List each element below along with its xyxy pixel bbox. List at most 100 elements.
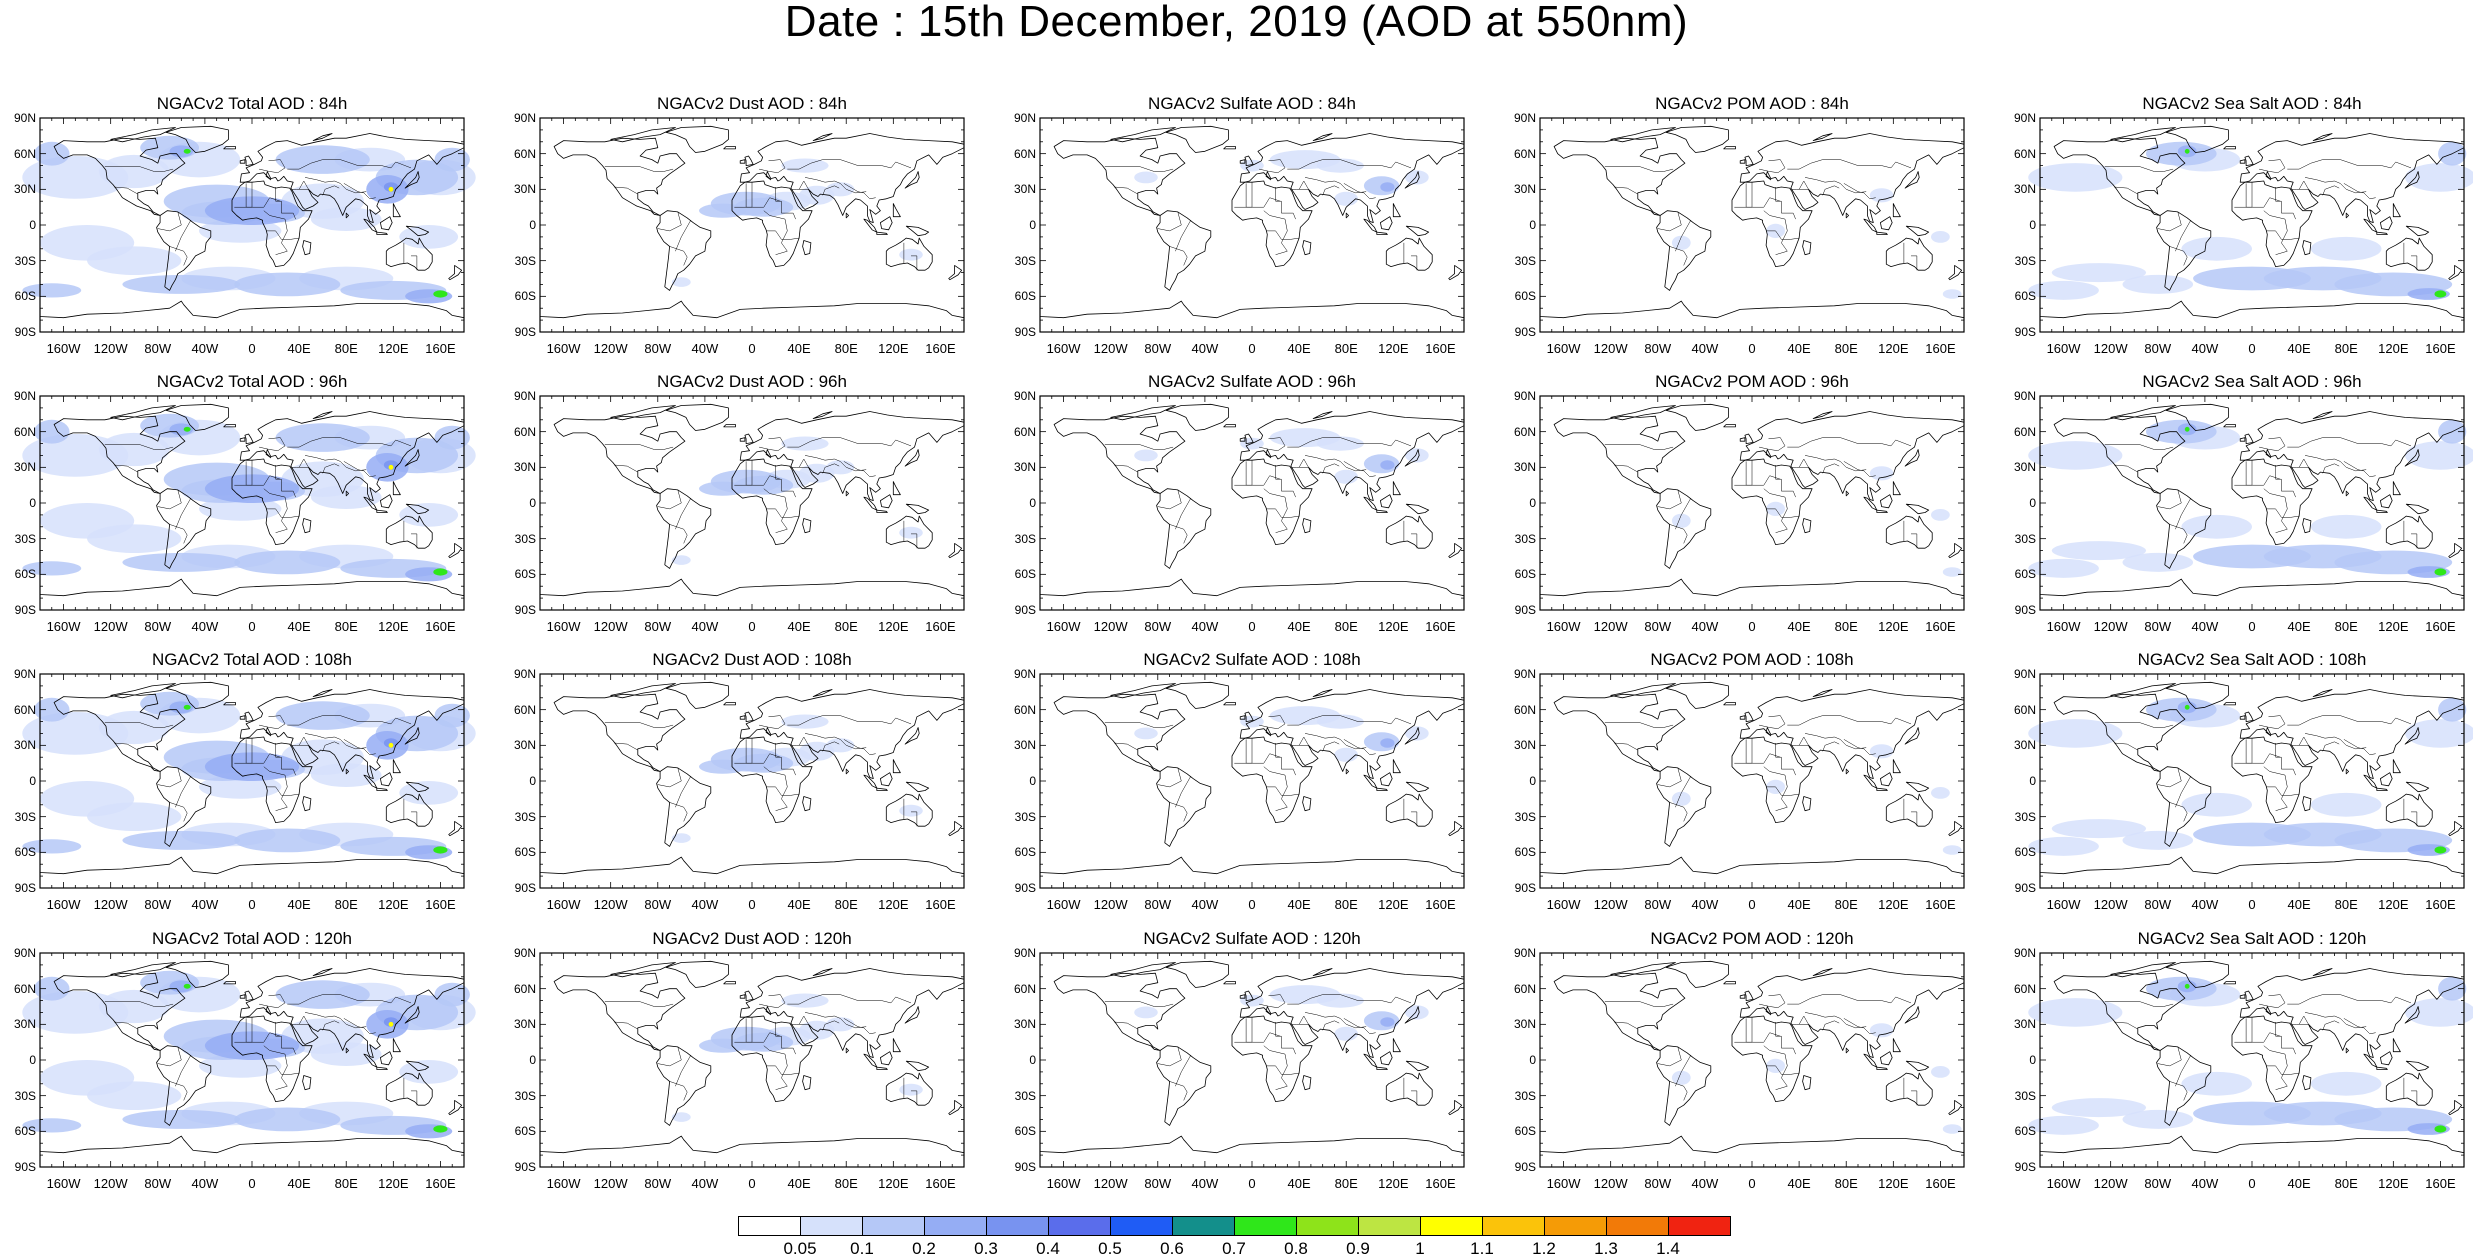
aod-plume: [1931, 1066, 1950, 1078]
country-borders: [1604, 994, 1918, 1106]
coastline: [553, 415, 686, 494]
lon-tick-label: 0: [748, 341, 756, 356]
country-border: [2263, 488, 2288, 533]
coastline: [1892, 759, 1901, 774]
lat-tick-label: 0: [1029, 496, 1036, 510]
coastline: [610, 962, 676, 978]
coastline: [1110, 962, 1176, 978]
aod-plume: [1931, 787, 1950, 799]
country-borders: [1104, 994, 1418, 1106]
coastline: [2363, 218, 2378, 233]
country-border: [1234, 460, 1253, 486]
country-border: [775, 465, 796, 498]
coastline: [1448, 1100, 1462, 1116]
lat-tick-label: 90N: [1513, 946, 1536, 960]
country-border: [1157, 1046, 1182, 1067]
aod-plume: [1334, 191, 1358, 206]
aod-plume: [1316, 714, 1364, 729]
lat-tick-label: 0: [1029, 1053, 1036, 1067]
aod-plume: [1380, 182, 1395, 192]
coastline: [53, 137, 186, 216]
country-border: [1175, 1055, 1192, 1087]
country-border: [1745, 461, 1781, 486]
coastline: [2244, 711, 2254, 722]
coastline: [1880, 494, 1893, 509]
lon-tick-label: 160W: [46, 897, 81, 912]
country-border: [2275, 187, 2296, 220]
coastline: [802, 1075, 812, 1091]
lat-tick-label: 90S: [514, 881, 536, 895]
aod-plume: [204, 474, 300, 503]
axis-ticks: [1039, 395, 1465, 611]
country-border: [2234, 1017, 2253, 1043]
coastline: [2165, 681, 2229, 709]
country-border: [2114, 464, 2138, 473]
lon-tick-label: 120W: [2093, 897, 2128, 912]
aod-plume: [204, 1031, 300, 1060]
coastline: [1665, 125, 1729, 153]
coastline: [1553, 137, 1686, 216]
country-border: [2245, 461, 2281, 486]
coastline: [1905, 503, 1930, 515]
country-border: [275, 187, 296, 220]
lat-tick-label: 0: [1029, 774, 1036, 788]
country-border: [1322, 1020, 1340, 1031]
map-frame: [1539, 952, 1965, 1168]
lon-tick-label: 40E: [1287, 341, 1311, 356]
lon-tick-label: 80E: [1334, 897, 1358, 912]
lat-tick-label: 30S: [14, 253, 36, 268]
lat-tick-label: 30N: [2013, 1017, 2036, 1032]
coastline: [2053, 972, 2186, 1051]
country-border: [2411, 255, 2418, 271]
lat-tick-label: 30S: [514, 809, 536, 824]
aod-plume: [2405, 719, 2473, 748]
lon-tick-label: 120E: [1878, 1176, 1909, 1191]
coastline: [665, 403, 729, 431]
country-border: [1822, 1020, 1840, 1031]
country-border: [1675, 1055, 1692, 1087]
lon-tick-label: 160E: [2425, 341, 2456, 356]
lon-tick-label: 160W: [1046, 1176, 1081, 1191]
country-border: [1734, 1017, 1753, 1043]
lat-tick-label: 30N: [13, 182, 36, 197]
country-border: [1114, 742, 1138, 751]
lon-tick-label: 0: [748, 1176, 756, 1191]
coastline: [345, 490, 349, 497]
coastline: [165, 125, 229, 153]
antarctica-coastline: [1539, 578, 1965, 597]
country-border: [1792, 180, 1809, 190]
axis-ticks: [539, 952, 965, 1168]
country-border: [322, 741, 340, 752]
lat-tick-label: 60S: [1014, 567, 1036, 582]
colorbar-label: 0.3: [974, 1239, 998, 1258]
coastline: [553, 693, 686, 772]
aod-map: [2028, 673, 2473, 889]
country-border: [1169, 802, 1188, 822]
coastline: [876, 787, 888, 791]
coastline: [876, 231, 888, 235]
lat-tick-label: 0: [529, 496, 536, 510]
antarctica-coastline: [539, 1135, 965, 1154]
coastline: [880, 772, 893, 787]
country-border: [1266, 230, 1300, 240]
country-border: [343, 461, 376, 478]
country-border: [292, 180, 309, 190]
coastline: [2405, 503, 2430, 515]
country-border: [263, 488, 288, 533]
coastlines: [1539, 681, 1965, 875]
aod-plume: [234, 1107, 341, 1132]
country-border: [157, 211, 182, 232]
lon-tick-label: 120E: [378, 897, 409, 912]
lon-tick-label: 160E: [1925, 619, 1956, 634]
map-frame: [1539, 395, 1965, 611]
coastline: [2392, 759, 2401, 774]
country-borders: [104, 715, 418, 827]
country-border: [1775, 465, 1796, 498]
country-border: [259, 715, 286, 729]
lat-tick-label: 90N: [2013, 389, 2036, 403]
country-border: [1675, 220, 1692, 252]
axis-ticks: [539, 117, 965, 333]
lon-tick-label: 80W: [644, 619, 672, 634]
colorbar-label: 0.6: [1160, 1239, 1184, 1258]
coastline: [239, 715, 246, 720]
